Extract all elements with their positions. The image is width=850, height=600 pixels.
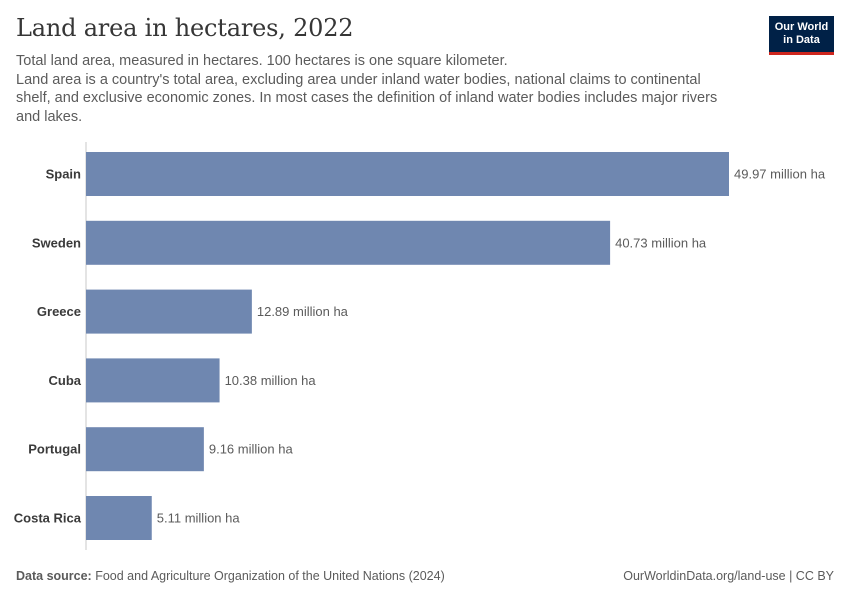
bars-group: Spain 49.97 million ha Sweden 40.73 million…	[14, 152, 826, 540]
category-label-greece: Greece	[37, 304, 81, 319]
logo-line-2: in Data	[783, 33, 820, 46]
value-label-costa-rica: 5.11 million ha	[157, 511, 241, 526]
source-label: Data source:	[16, 569, 92, 583]
category-label-sweden: Sweden	[32, 235, 81, 250]
value-label-cuba: 10.38 million ha	[225, 373, 317, 388]
owid-logo[interactable]: Our World in Data	[769, 16, 834, 55]
value-label-sweden: 40.73 million ha	[615, 235, 707, 250]
bar-cuba[interactable]	[86, 358, 220, 403]
bar-portugal[interactable]	[86, 427, 204, 472]
bar-spain[interactable]	[86, 152, 729, 196]
bar-greece[interactable]	[86, 289, 252, 334]
bar-chart: Spain 49.97 million ha Sweden 40.73 million…	[14, 142, 826, 550]
source-text: Food and Agriculture Organization of the…	[95, 569, 445, 583]
bar-sweden[interactable]	[86, 220, 611, 265]
value-label-greece: 12.89 million ha	[257, 304, 349, 319]
bar-costa-rica[interactable]	[86, 496, 152, 540]
category-label-costa-rica: Costa Rica	[14, 511, 82, 526]
subtitle-line-2: Land area is a country's total area, exc…	[16, 71, 718, 125]
category-label-cuba: Cuba	[49, 373, 82, 388]
chart-subtitle: Total land area, measured in hectares. 1…	[16, 52, 736, 126]
category-label-portugal: Portugal	[28, 442, 81, 457]
category-label-spain: Spain	[46, 167, 81, 182]
attribution-link[interactable]: OurWorldinData.org/land-use | CC BY	[623, 569, 834, 583]
value-label-portugal: 9.16 million ha	[209, 442, 294, 457]
subtitle-line-1: Total land area, measured in hectares. 1…	[16, 53, 508, 69]
logo-line-1: Our World	[774, 21, 829, 33]
footer: Data source: Food and Agriculture Organi…	[16, 569, 834, 583]
value-label-spain: 49.97 million ha	[734, 167, 826, 182]
chart-title: Land area in hectares, 2022	[16, 14, 354, 42]
